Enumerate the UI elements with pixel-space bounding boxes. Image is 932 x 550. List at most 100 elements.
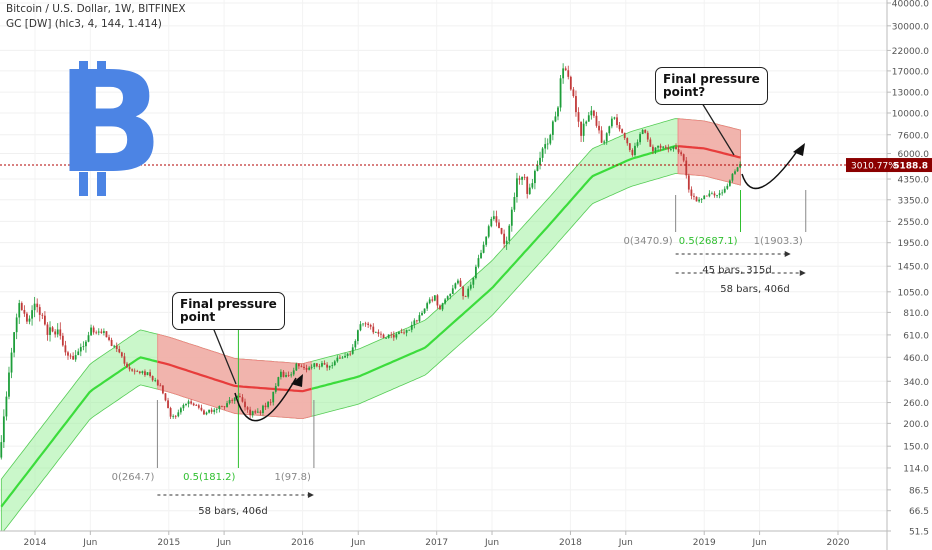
candle-body [151, 375, 154, 381]
candle-body [557, 107, 559, 117]
candle-body [439, 305, 441, 310]
y-tick-label: 260.0 [903, 399, 929, 409]
candle-body [120, 352, 123, 357]
candle-body [608, 126, 611, 134]
candle-body [426, 303, 429, 309]
candle-body [92, 327, 95, 333]
x-tick-label: Jun [484, 538, 499, 548]
candle-body [241, 397, 244, 402]
candle-body [185, 403, 187, 405]
candle-body [72, 356, 75, 360]
candle-body [498, 222, 500, 228]
current-price-badge [846, 158, 932, 173]
x-tick-label: Jun [752, 538, 767, 548]
y-tick-label: 66.5 [909, 507, 929, 517]
logo-bar [97, 172, 106, 196]
candle-body [167, 400, 169, 409]
candle-body [433, 295, 436, 301]
candle-body [231, 400, 234, 401]
candle-body [110, 339, 113, 347]
candle-body [90, 327, 92, 336]
candle-body [580, 121, 582, 136]
candle-body [97, 331, 100, 333]
candle-body [495, 216, 498, 223]
candle-body [564, 68, 567, 71]
candle-body [100, 331, 103, 333]
y-tick-label: 7600.0 [898, 131, 930, 141]
candle-body [5, 396, 8, 417]
x-tick-label: 2015 [157, 538, 180, 548]
candle-body [634, 145, 636, 155]
candle-body [464, 296, 467, 297]
candle-body [523, 176, 526, 178]
candle-body [400, 332, 403, 333]
candle-body [38, 307, 41, 315]
candle-body [195, 405, 198, 406]
candle-body [87, 335, 90, 342]
candle-body [398, 332, 400, 335]
candle-body [43, 315, 46, 325]
indicator-title: GC [DW] (hlc3, 4, 144, 1.414) [6, 18, 162, 30]
y-tick-label: 51.5 [909, 528, 929, 538]
candle-body [487, 226, 490, 237]
candle-body [618, 125, 621, 130]
projection-arrow-2019 [741, 149, 799, 190]
candle-body [454, 283, 457, 289]
candle-body [703, 195, 706, 200]
candle-body [254, 411, 257, 413]
candle-body [474, 266, 477, 279]
candle-body [705, 195, 708, 197]
candle-body [221, 405, 223, 407]
candle-body [408, 329, 411, 331]
candle-body [492, 216, 495, 220]
candle-body [613, 117, 616, 119]
fib-label: 0(3470.9) [623, 236, 672, 247]
candle-body [321, 363, 323, 367]
y-tick-label: 17000.0 [892, 67, 929, 77]
y-tick-label: 30000.0 [892, 22, 929, 32]
candle-body [659, 145, 662, 148]
candle-body [444, 299, 447, 304]
candle-body [544, 144, 547, 149]
candle-body [600, 130, 603, 143]
x-tick-label: Jun [216, 538, 231, 548]
candle-body [123, 356, 126, 364]
y-axis: 40000.0 30000.0 22000.0 17000.0 13000.0 10000… [886, 0, 930, 550]
candle-body [308, 367, 311, 370]
candle-body [469, 284, 472, 289]
candle-body [0, 442, 3, 458]
candle-body [269, 401, 272, 403]
x-tick-label: Jun [350, 538, 365, 548]
candle-body [351, 347, 354, 354]
candle-body [359, 324, 362, 331]
x-tick-label: 2018 [559, 538, 582, 548]
y-tick-label: 200.0 [903, 420, 929, 430]
candle-body [233, 397, 236, 401]
candle-body [477, 258, 480, 267]
x-axis: 2014 Jun 2015 Jun 2016 Jun 2017 Jun 2018 Jun 2019 J… [0, 530, 887, 548]
candle-body [582, 123, 585, 136]
candle-body [79, 347, 82, 352]
candle-body [200, 407, 203, 411]
gc-band-red [157, 333, 312, 420]
candle-body [739, 164, 742, 168]
candle-body [585, 121, 588, 124]
candle-body [718, 193, 721, 196]
candle-body [539, 157, 541, 166]
candle-body [154, 380, 157, 381]
y-tick-label: 22000.0 [892, 47, 929, 57]
candle-body [344, 355, 346, 358]
candle-body [146, 372, 149, 376]
candle-body [20, 303, 23, 311]
duration-label: 58 bars, 406d [198, 506, 268, 517]
candle-body [31, 310, 33, 319]
candle-body [413, 320, 416, 325]
x-tick-label: 2014 [24, 538, 47, 548]
candle-body [349, 353, 352, 355]
candle-body [264, 405, 267, 408]
candle-body [177, 412, 180, 417]
candle-body [698, 199, 700, 202]
candle-body [36, 303, 39, 308]
